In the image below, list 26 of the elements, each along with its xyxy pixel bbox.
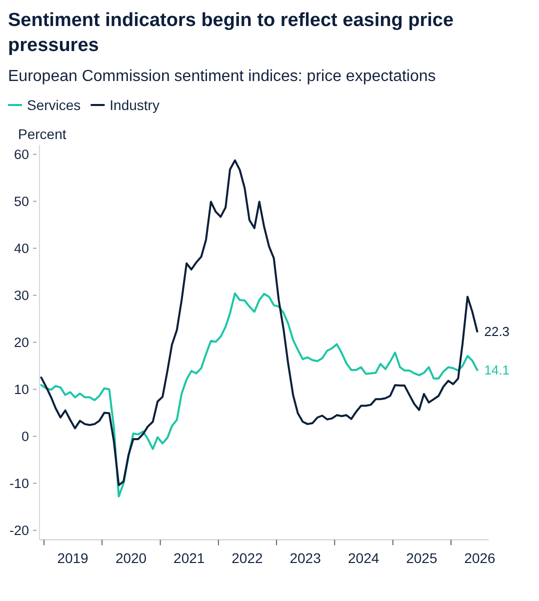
legend-label: Industry [110, 97, 160, 113]
y-tick-label: 20 [14, 335, 29, 350]
y-tick-label: 40 [14, 241, 29, 256]
line-series [40, 292, 478, 498]
y-tick-label: 50 [14, 194, 29, 210]
x-tick-label: 2024 [348, 550, 380, 566]
x-tick-label: 2025 [406, 550, 438, 566]
y-tick-label: -10 [9, 476, 29, 492]
y-tick-label: 10 [14, 382, 29, 398]
x-tick-label: 2023 [290, 550, 322, 566]
x-tick-label: 2022 [232, 550, 264, 566]
y-tick-label: -20 [9, 523, 29, 538]
x-tick-label: 2021 [174, 550, 205, 566]
x-tick-label: 2019 [57, 550, 89, 566]
chart-title: Sentiment indicators begin to reflect easing price pressures [8, 10, 454, 56]
chart-subtitle: European Commission sentiment indices: price expectations [8, 68, 436, 85]
legend-label: Services [27, 97, 81, 113]
x-tick-label: 2026 [464, 550, 496, 566]
data-label: 22.3 [484, 324, 510, 340]
line-series [40, 159, 478, 486]
y-tick-label: 60 [14, 147, 29, 162]
y-tick-label: 30 [14, 288, 29, 304]
y-tick-label: 0 [21, 429, 29, 444]
y-axis-title: Percent [18, 126, 66, 142]
x-tick-label: 2020 [115, 550, 147, 566]
data-label: 14.1 [484, 362, 510, 378]
